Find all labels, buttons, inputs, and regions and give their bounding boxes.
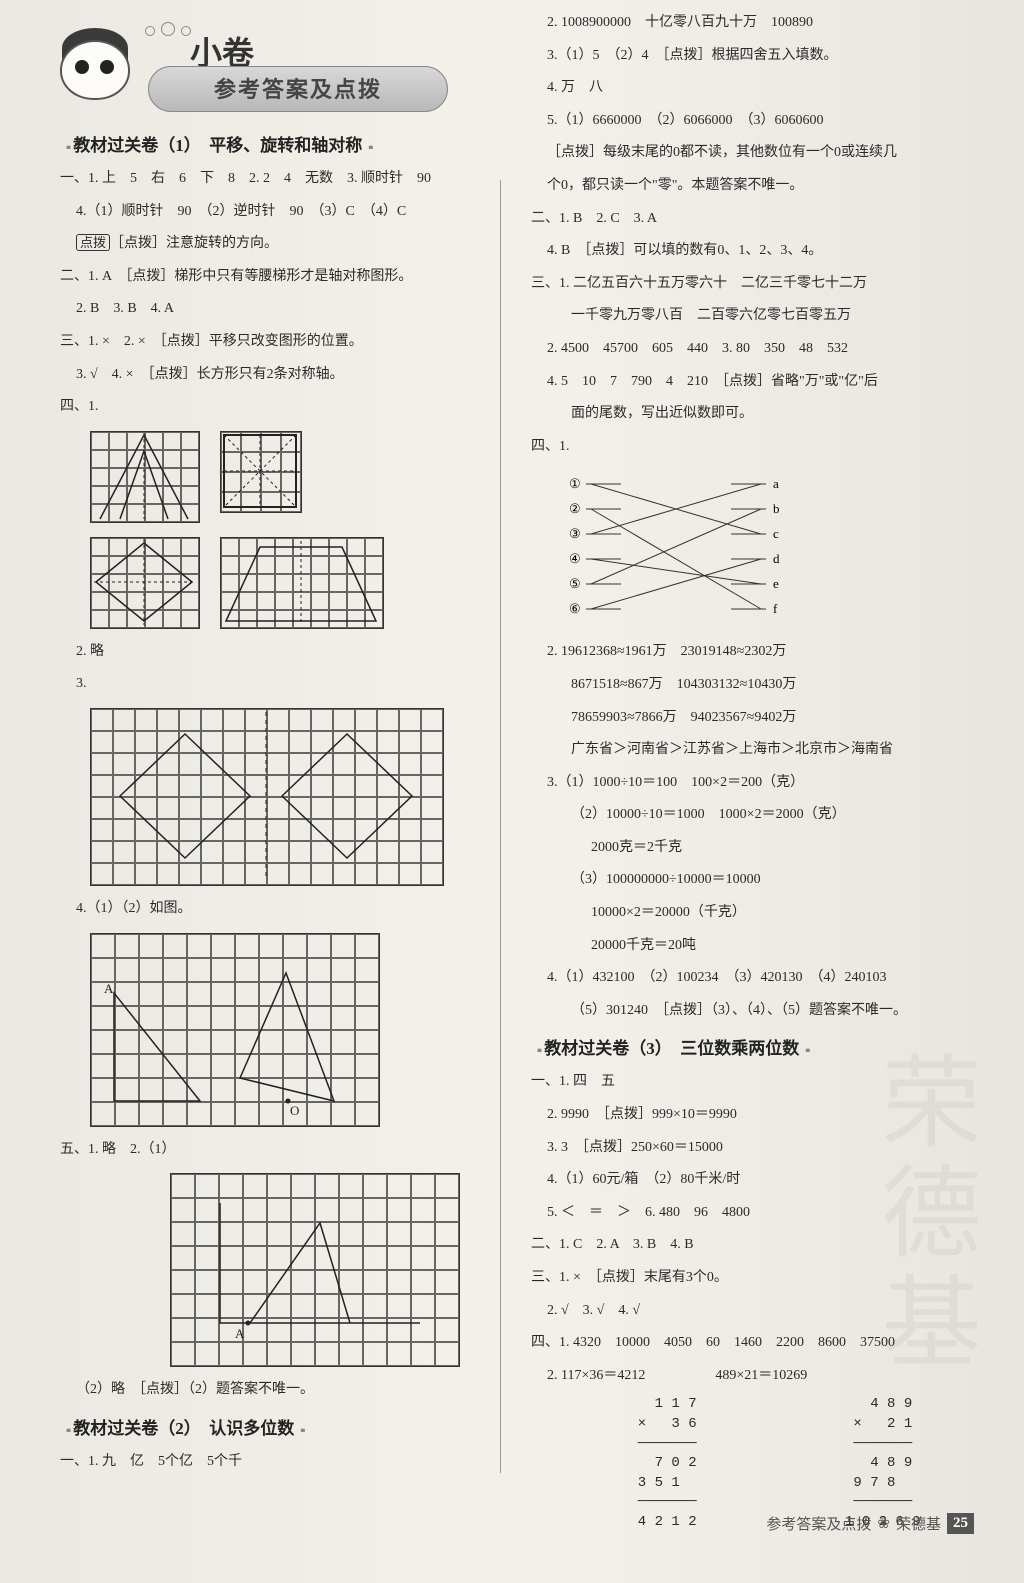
header-banner: 小卷 参考答案及点拨 [60, 10, 470, 115]
grid-figure [90, 537, 200, 629]
ans-line: 3.（1）5 （2）4 ［点拨］根据四舍五入填数。 [531, 43, 984, 70]
svg-text:③: ③ [569, 526, 581, 541]
ans-line: 一千零九万零八百 二百零六亿零七百零五万 [531, 303, 984, 330]
svg-text:b: b [773, 501, 780, 516]
ans-line: 20000千克＝20吨 [531, 933, 984, 960]
ans-line: 3.（1）1000÷10＝100 100×2＝200（克） [531, 770, 984, 797]
ans-line: 2. B 3. B 4. A [60, 296, 470, 323]
tip-label: 点拨 [76, 234, 110, 251]
ans-line: 个0，都只读一个"零"。本题答案不唯一。 [531, 173, 984, 200]
calc-1: 1 1 7 × 3 6 ─────── 7 0 2 3 5 1 ─────── … [621, 1395, 697, 1532]
bubbles-icon [145, 22, 191, 36]
ans-line: （3）100000000÷10000＝10000 [531, 867, 984, 894]
watermark: 荣德基 [849, 1050, 994, 1380]
svg-text:②: ② [569, 501, 581, 516]
tip-text: ［点拨］注意旋转的方向。 [110, 236, 278, 251]
banner-subtitle: 参考答案及点拨 [148, 66, 448, 112]
figure-4: A O [90, 933, 470, 1127]
figure-row-2 [90, 537, 470, 629]
ans-line: 2000克＝2千克 [531, 835, 984, 862]
footer-brand: 荣德基 [896, 1513, 941, 1534]
column-divider [500, 180, 501, 1473]
ans-line: （2）10000÷10＝1000 1000×2＝2000（克） [531, 802, 984, 829]
figure-3 [90, 708, 470, 886]
ans-line: 2. 19612368≈1961万 23019148≈2302万 [531, 639, 984, 666]
ans-line: 4. 5 10 7 790 4 210 ［点拨］省略"万"或"亿"后 [531, 369, 984, 396]
svg-text:f: f [773, 601, 778, 616]
ans-line: 4.（1）顺时针 90 （2）逆时针 90 （3）C （4）C [60, 199, 470, 226]
footer-ornament-icon: ❀ [877, 1514, 890, 1533]
ans-line: 四、1. [531, 434, 984, 461]
footer: 参考答案及点拨 ❀ 荣德基 25 [766, 1513, 974, 1534]
ans-line: 一、1. 上 5 右 6 下 8 2. 2 4 无数 3. 顺时针 90 [60, 166, 470, 193]
ans-line: 一、1. 九 亿 5个亿 5个千 [60, 1449, 470, 1476]
ans-line: 2. 1008900000 十亿零八百九十万 100890 [531, 10, 984, 37]
ans-line: 10000×2＝20000（千克） [531, 900, 984, 927]
svg-text:d: d [773, 551, 780, 566]
ans-line: ［点拨］每级末尾的0都不读，其他数位有一个0或连续几 [531, 140, 984, 167]
svg-text:c: c [773, 526, 779, 541]
svg-text:①: ① [569, 476, 581, 491]
ans-line: 4.（1）（2）如图。 [60, 896, 470, 923]
calc-row: 1 1 7 × 3 6 ─────── 7 0 2 3 5 1 ─────── … [581, 1395, 984, 1532]
ans-line: （2）略 ［点拨］（2）题答案不唯一。 [60, 1377, 470, 1404]
grid-figure [90, 431, 200, 523]
section-2-title: 教材过关卷（2） 认识多位数 [60, 1414, 470, 1439]
ans-line: 面的尾数，写出近似数即可。 [531, 401, 984, 428]
svg-text:e: e [773, 576, 779, 591]
matching-diagram: ① ② ③ ④ ⑤ ⑥ abcdef [561, 472, 984, 627]
ans-line: （5）301240 ［点拨］（3）、（4）、（5）题答案不唯一。 [531, 998, 984, 1025]
ans-line: 点拨［点拨］注意旋转的方向。 [60, 231, 470, 258]
ans-line: 4. B ［点拨］可以填的数有0、1、2、3、4。 [531, 238, 984, 265]
grid-figure [220, 431, 302, 523]
svg-text:a: a [773, 476, 779, 491]
ans-line: 四、1. [60, 394, 470, 421]
grid-figure [220, 537, 384, 629]
ans-line: 4.（1）432100 （2）100234 （3）420130 （4）24010… [531, 965, 984, 992]
ans-line: 2. 略 [60, 639, 470, 666]
ans-line: 五、1. 略 2.（1） [60, 1137, 470, 1164]
svg-text:⑥: ⑥ [569, 601, 581, 616]
figure-5: A [170, 1173, 470, 1367]
cartoon-icon [50, 10, 140, 110]
ans-line: 广东省＞河南省＞江苏省＞上海市＞北京市＞海南省 [531, 737, 984, 764]
figure-row-1 [90, 431, 470, 523]
page-number: 25 [947, 1513, 974, 1534]
ans-line: 8671518≈867万 104303132≈10430万 [531, 672, 984, 699]
ans-line: 4. 万 八 [531, 75, 984, 102]
left-column: 小卷 参考答案及点拨 教材过关卷（1） 平移、旋转和轴对称 一、1. 上 5 右… [60, 10, 470, 1533]
ans-line: 3. [60, 671, 470, 698]
ans-line: 二、1. B 2. C 3. A [531, 206, 984, 233]
ans-line: 2. 4500 45700 605 440 3. 80 350 48 532 [531, 336, 984, 363]
section-1-title: 教材过关卷（1） 平移、旋转和轴对称 [60, 131, 470, 156]
footer-text: 参考答案及点拨 [766, 1513, 871, 1534]
svg-text:⑤: ⑤ [569, 576, 581, 591]
ans-line: 三、1. 二亿五百六十五万零六十 二亿三千零七十二万 [531, 271, 984, 298]
svg-text:④: ④ [569, 551, 581, 566]
ans-line: 二、1. A ［点拨］梯形中只有等腰梯形才是轴对称图形。 [60, 264, 470, 291]
calc-2: 4 8 9 × 2 1 ─────── 4 8 9 9 7 8 ─────── … [837, 1395, 921, 1532]
ans-line: 78659903≈7866万 94023567≈9402万 [531, 705, 984, 732]
ans-line: 5.（1）6660000 （2）6066000 （3）6060600 [531, 108, 984, 135]
ans-line: 3. √ 4. × ［点拨］长方形只有2条对称轴。 [60, 362, 470, 389]
ans-line: 三、1. × 2. × ［点拨］平移只改变图形的位置。 [60, 329, 470, 356]
